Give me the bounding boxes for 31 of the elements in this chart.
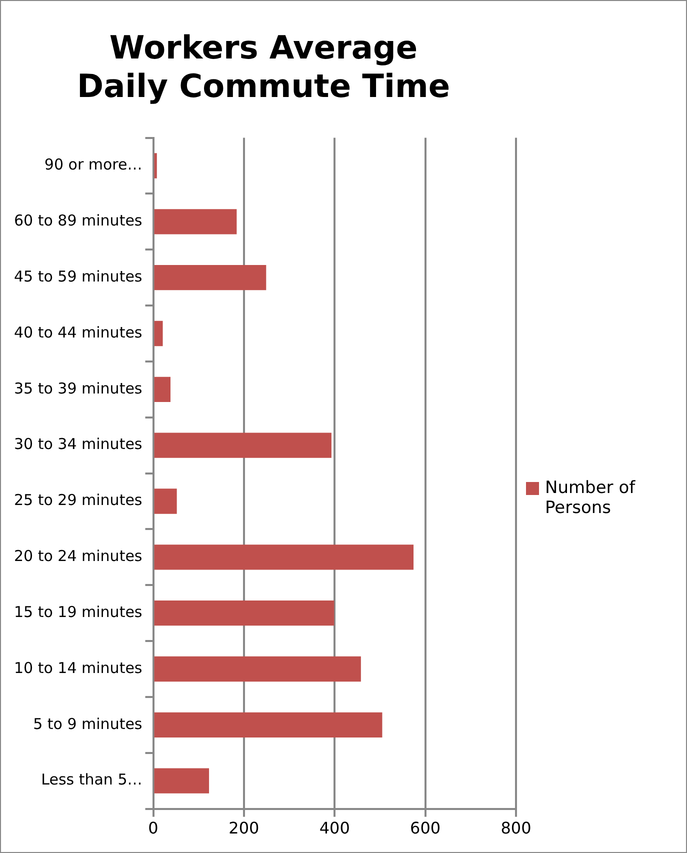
legend-label: Number of Persons — [545, 478, 636, 518]
y-tick-label: 15 to 19 minutes — [14, 602, 142, 621]
y-tick-label: Less than 5… — [41, 770, 142, 789]
x-tick-label: 200 — [228, 818, 260, 838]
bar — [154, 432, 332, 458]
bar — [154, 265, 266, 290]
x-tick-label: 400 — [319, 818, 350, 838]
bar — [154, 656, 361, 682]
bar — [154, 544, 414, 570]
y-tick-label: 25 to 29 minutes — [14, 491, 142, 510]
y-tick-label: 35 to 39 minutes — [14, 379, 142, 398]
bar — [154, 320, 163, 346]
y-tick-label: 40 to 44 minutes — [14, 323, 142, 342]
bar — [154, 376, 170, 402]
bar — [154, 768, 210, 794]
bar — [154, 209, 237, 234]
y-tick-label: 90 or more… — [44, 156, 142, 174]
bar — [154, 488, 177, 514]
x-tick-label: 0 — [148, 818, 158, 838]
bar — [154, 600, 334, 626]
bar — [154, 153, 157, 178]
y-tick-label: 45 to 59 minutes — [14, 267, 142, 286]
chart-title: Workers Average Daily Commute Time — [76, 28, 450, 105]
y-tick-label: 10 to 14 minutes — [14, 658, 142, 677]
y-tick-label: 20 to 24 minutes — [14, 547, 142, 566]
y-tick-label: 60 to 89 minutes — [14, 212, 142, 230]
bar — [154, 712, 382, 738]
x-tick-label: 600 — [410, 818, 441, 838]
x-tick-label: 800 — [500, 818, 532, 838]
y-tick-label: 30 to 34 minutes — [14, 435, 142, 454]
y-tick-label: 5 to 9 minutes — [33, 714, 142, 733]
